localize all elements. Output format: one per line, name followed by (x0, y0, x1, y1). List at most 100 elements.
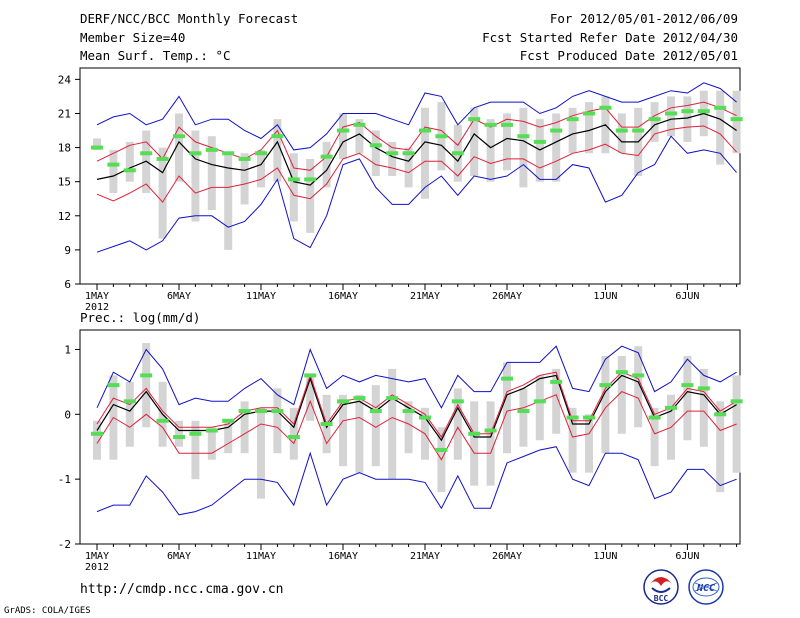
temp-x-tick-label: 11MAY (246, 291, 276, 302)
prec-x-tick-label: 6JUN (675, 551, 699, 562)
temp-range-box-37 (683, 96, 692, 142)
prec-x-tick-label: 6MAY (167, 551, 191, 562)
prec-observed-marker-16 (337, 399, 349, 404)
prec-ensemble-mean-line (96, 374, 737, 442)
prec-range-box-20 (404, 401, 413, 454)
temp-range-box-11 (257, 149, 265, 188)
temp-observed-marker-17 (353, 122, 366, 127)
temp-observed-marker-31 (583, 111, 595, 116)
prec-x-tick-label: 1MAY (85, 551, 109, 562)
prec-range-box-28 (535, 375, 544, 441)
prec-spread-upper-line (96, 371, 737, 438)
temp-observed-marker-38 (697, 109, 710, 114)
prec-range-box-26 (503, 362, 511, 454)
temp-range-box-35 (650, 102, 659, 142)
member-size-label: Member Size=40 (80, 30, 186, 45)
prec-observed-marker-35 (648, 415, 661, 420)
prec-observed-marker-8 (205, 428, 218, 433)
temp-observed-marker-4 (140, 151, 153, 156)
prec-observed-marker-24 (468, 431, 481, 436)
top-panel-variable-label: Mean Surf. Temp.: °C (80, 48, 231, 63)
temp-panel: 6 9 12 15 18 21 24 1MAY 6MAY 11MAY 16MAY 21MAY 26MAY… (58, 67, 743, 313)
prec-range-box-10 (240, 401, 249, 454)
temp-x-tick-label: 1MAY (85, 291, 109, 302)
temp-range-box-9 (224, 153, 233, 250)
temp-x-tick-label: 1JUN (593, 291, 617, 302)
temp-observed-marker-25 (484, 122, 497, 127)
temp-y-tick-label: 15 (58, 176, 71, 189)
prec-observed-marker-29 (550, 379, 563, 384)
prec-observed-marker-27 (517, 409, 530, 414)
prec-observed-marker-2 (107, 383, 120, 388)
temp-observed-marker-23 (451, 151, 464, 156)
temp-range-box-16 (339, 113, 347, 159)
prec-range-box-19 (388, 368, 397, 480)
temp-x-tick-label: 26MAY (492, 291, 522, 302)
prec-spread-lower-line (96, 391, 737, 461)
prec-range-box-11 (257, 407, 265, 499)
temp-range-box-26 (503, 113, 511, 171)
temp-observed-marker-36 (665, 111, 677, 116)
temp-observed-marker-26 (501, 122, 513, 127)
prec-observed-marker-40 (730, 399, 743, 404)
prec-observed-marker-37 (681, 383, 694, 388)
temp-range-box-27 (519, 107, 528, 188)
temp-observed-marker-37 (681, 109, 694, 114)
temp-x-tick-label: 16MAY (328, 291, 358, 302)
temp-y-tick-label: 9 (64, 244, 71, 257)
temp-range-box-39 (716, 90, 725, 165)
prec-x-tick-label: 16MAY (328, 551, 358, 562)
prec-y-tick-label: 1 (64, 343, 71, 356)
temp-range-box-1 (93, 138, 101, 150)
temp-range-box-36 (667, 96, 675, 137)
prec-range-box-24 (470, 401, 479, 486)
temp-year-label: 2012 (85, 302, 109, 313)
prec-range-box-6 (175, 420, 183, 447)
prec-observed-marker-12 (271, 409, 284, 414)
temp-y-tick-label: 6 (64, 278, 71, 291)
prec-range-box-32 (601, 355, 610, 454)
prec-range-box-34 (634, 346, 643, 428)
temp-observed-marker-1 (91, 145, 103, 150)
prec-range-box-30 (568, 407, 577, 473)
temp-range-box-12 (273, 119, 282, 182)
prec-range-box-23 (453, 388, 462, 460)
prec-range-box-27 (519, 388, 528, 447)
temp-ensemble-mean-line (96, 112, 737, 186)
prec-observed-marker-34 (632, 373, 645, 378)
prec-range-box-9 (224, 420, 233, 454)
prec-range-box-37 (683, 355, 692, 441)
temp-observed-marker-20 (402, 151, 415, 156)
temp-observed-marker-28 (533, 139, 546, 144)
temp-range-box-6 (175, 113, 183, 182)
temp-range-box-33 (617, 113, 626, 154)
temp-observed-marker-32 (599, 105, 612, 110)
started-date-label: Fcst Started Refer Date 2012/04/30 (482, 30, 738, 45)
temp-range-box-8 (207, 136, 216, 211)
prec-observed-marker-6 (173, 435, 185, 439)
temp-observed-marker-15 (320, 154, 333, 159)
temp-range-box-17 (355, 119, 364, 154)
source-url[interactable]: http://cmdp.ncc.cma.gov.cn (80, 582, 284, 597)
prec-range-box-3 (125, 381, 134, 447)
prec-range-box-18 (371, 385, 380, 467)
temp-observed-marker-12 (271, 134, 284, 139)
prec-observed-marker-4 (140, 373, 153, 378)
temp-range-box-29 (552, 113, 561, 182)
prec-observed-marker-22 (435, 447, 448, 452)
temp-x-tick-label: 21MAY (410, 291, 440, 302)
temp-range-box-7 (191, 130, 200, 222)
prec-x-tick-label: 26MAY (492, 551, 522, 562)
prec-observed-marker-31 (583, 415, 595, 420)
prec-observed-marker-10 (238, 409, 251, 414)
temp-observed-marker-14 (304, 177, 317, 182)
prec-observed-marker-1 (91, 431, 103, 436)
prec-y-tick-label: -2 (58, 538, 71, 551)
prec-x-tick-label: 21MAY (410, 551, 440, 562)
temp-y-tick-label: 24 (58, 73, 72, 86)
temp-observed-marker-33 (615, 128, 628, 133)
temp-observed-marker-9 (222, 151, 235, 156)
temp-observed-marker-18 (369, 143, 382, 148)
